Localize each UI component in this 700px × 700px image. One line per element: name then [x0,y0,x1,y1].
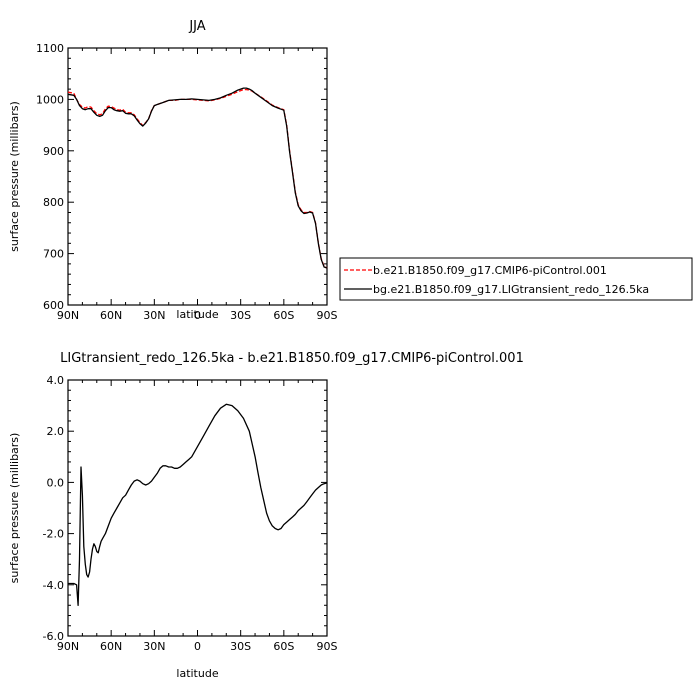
top-chart-title: JJA [188,19,205,34]
bottom-y-tick-label: 4.0 [47,374,65,387]
bottom-x-tick-label: 0 [194,640,201,653]
top-series-lines [67,87,328,269]
bottom-y-tick-label: 2.0 [47,425,65,438]
top-x-tick-label: 90S [317,309,338,322]
top-x-axis-label: latitude [176,308,218,321]
top-y-tick-label: 800 [43,196,64,209]
bottom-series-line-0 [68,403,328,606]
bottom-y-tick-label: 0.0 [47,476,65,489]
bottom-x-axis-label: latitude [176,667,218,680]
top-y-tick-label: 1100 [36,42,64,55]
bottom-x-tick-label: 60N [100,640,122,653]
bottom-x-tick-label: 30S [230,640,251,653]
top-y-tick-label: 900 [43,145,64,158]
top-x-tick-label: 60S [273,309,294,322]
top-series-line-0 [67,88,328,269]
top-axis-ticks: 90N 60N 30N 0 30S 60S 90S 600 700 800 900 1000 1100 [36,42,338,322]
top-x-tick-label: 90N [57,309,79,322]
top-plot-frame [67,47,328,306]
top-x-tick-label: 30S [230,309,251,322]
top-panel: JJA 90N 60N 30N 0 30S 60S 90S 600 700 800 900 1000 1… [8,19,693,322]
legend-box [339,257,693,301]
bottom-x-tick-label: 90S [317,640,338,653]
bottom-x-tick-label: 90N [57,640,79,653]
bottom-plot-frame [67,379,328,637]
bottom-y-tick-label: -6.0 [43,630,64,643]
bottom-panel: LIGtransient_redo_126.5ka - b.e21.B1850.… [8,351,524,680]
bottom-y-tick-label: -2.0 [43,528,64,541]
bottom-chart-title: LIGtransient_redo_126.5ka - b.e21.B1850.… [60,351,524,366]
bottom-x-tick-label: 60S [273,640,294,653]
top-series-line-1 [67,87,328,269]
top-x-tick-label: 60N [100,309,122,322]
legend-label-control: b.e21.B1850.f09_g17.CMIP6-piControl.001 [373,264,607,277]
top-y-axis-label: surface pressure (millibars) [8,101,21,252]
bottom-series-lines [68,403,328,606]
top-x-tick-label: 0 [194,309,201,322]
top-x-tick-label: 30N [143,309,165,322]
bottom-x-tick-label: 30N [143,640,165,653]
top-y-tick-label: 1000 [36,93,64,106]
top-y-tick-label: 700 [43,248,64,261]
bottom-y-tick-label: -4.0 [43,579,64,592]
legend-label-lig: bg.e21.B1850.f09_g17.LIGtransient_redo_1… [373,283,649,296]
legend: b.e21.B1850.f09_g17.CMIP6-piControl.001 … [339,257,693,301]
bottom-y-axis-label: surface pressure (millibars) [8,433,21,584]
top-y-tick-label: 600 [43,299,64,312]
bottom-axis-ticks: 90N 60N 30N 0 30S 60S 90S -6.0 -4.0 -2.0 0.0 2.0 4.0 [43,374,338,653]
